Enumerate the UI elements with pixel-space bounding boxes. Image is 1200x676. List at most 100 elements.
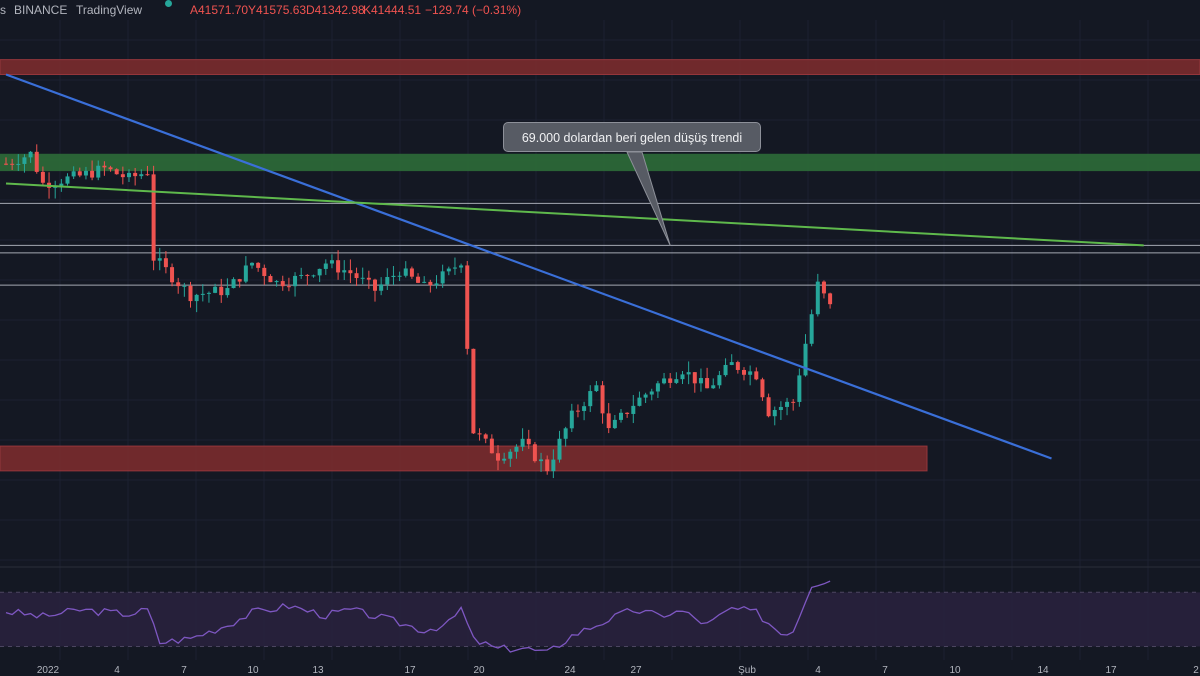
candle-body xyxy=(243,265,248,282)
candle-body xyxy=(821,281,826,294)
candle-body xyxy=(336,260,341,273)
x-tick-label: 24 xyxy=(564,665,576,676)
x-tick-label: 14 xyxy=(1037,665,1049,676)
candle-body xyxy=(416,276,421,283)
candle-body xyxy=(299,274,304,276)
candle-body xyxy=(182,285,187,287)
candle-body xyxy=(16,163,21,165)
candle-body xyxy=(754,371,759,380)
candle-body xyxy=(563,428,568,439)
rsi-line xyxy=(5,580,831,653)
candle-body xyxy=(452,267,457,269)
candle-body xyxy=(354,273,359,279)
candle-body xyxy=(194,294,199,302)
chart-header: s BINANCE TradingView A41571.70 Y41575.6… xyxy=(0,0,1200,20)
candle-body xyxy=(557,438,562,460)
candle-body xyxy=(360,277,365,279)
candle-body xyxy=(268,276,273,283)
candle-body xyxy=(539,459,544,462)
live-status-dot-icon xyxy=(165,0,172,7)
candle-body xyxy=(403,268,408,276)
candle-body xyxy=(606,413,611,429)
candle-body xyxy=(422,281,427,283)
candle-body xyxy=(170,267,175,283)
candle-body xyxy=(206,292,211,294)
candle-body xyxy=(65,176,70,184)
candle-body xyxy=(625,412,630,414)
candle-body xyxy=(760,379,765,398)
candle-body xyxy=(77,171,82,176)
candle-body xyxy=(594,385,599,392)
candle-body xyxy=(655,383,660,392)
candle-body xyxy=(385,277,390,285)
candle-body xyxy=(96,165,101,178)
candle-body xyxy=(90,170,95,178)
candle-body xyxy=(145,174,150,176)
candle-body xyxy=(692,372,697,384)
candle-body xyxy=(748,371,753,375)
candle-body xyxy=(237,279,242,282)
candle-body xyxy=(102,165,107,168)
x-tick-label: 17 xyxy=(1105,665,1117,676)
candle-body xyxy=(83,170,88,176)
candle-body xyxy=(723,364,728,376)
candle-body xyxy=(551,459,556,472)
candle-body xyxy=(809,314,814,344)
candle-body xyxy=(582,406,587,411)
resistance-zone xyxy=(0,59,1200,75)
candle-body xyxy=(459,265,464,268)
downtrend-line xyxy=(5,73,1052,460)
x-tick-label: 27 xyxy=(630,665,642,676)
trend-annotation-label[interactable]: 69.000 dolardan beri gelen düşüş trendi xyxy=(503,122,761,152)
candle-body xyxy=(157,258,162,261)
candle-body xyxy=(729,362,734,365)
candle-body xyxy=(133,172,138,177)
candle-body xyxy=(225,288,230,296)
ohlc-close: K41444.51 xyxy=(363,3,422,17)
candle-body xyxy=(108,167,113,170)
candle-body xyxy=(366,277,371,280)
ohlc-change: −129.74 (−0.31%) xyxy=(425,3,522,17)
candle-body xyxy=(373,279,377,291)
x-tick-label: 17 xyxy=(404,665,416,676)
candle-body xyxy=(612,419,617,429)
rsi-band xyxy=(0,592,1200,647)
ohlc-open: A41571.70 xyxy=(190,3,249,17)
candle-body xyxy=(231,279,236,289)
candle-body xyxy=(496,453,500,461)
candle-body xyxy=(674,379,679,383)
candle-body xyxy=(280,281,285,287)
candle-body xyxy=(397,275,402,277)
candle-body xyxy=(114,169,119,175)
candle-body xyxy=(483,434,488,439)
candle-body xyxy=(680,374,685,380)
candle-body xyxy=(250,262,254,266)
candle-body xyxy=(545,459,550,472)
candle-body xyxy=(286,286,291,288)
candle-body xyxy=(176,282,181,287)
x-tick-label: Şub xyxy=(738,665,756,676)
candle-body xyxy=(717,375,722,386)
candle-body xyxy=(465,265,470,349)
candle-body xyxy=(772,410,777,417)
x-tick-label: 10 xyxy=(949,665,961,676)
candle-body xyxy=(526,438,531,445)
candle-body xyxy=(40,171,45,183)
x-tick-label: 2 xyxy=(1193,665,1199,676)
x-tick-label: 7 xyxy=(181,665,187,676)
x-tick-label: 13 xyxy=(312,665,324,676)
candle-body xyxy=(502,458,507,461)
candle-body xyxy=(329,260,334,264)
candle-body xyxy=(348,270,353,274)
candle-body xyxy=(305,274,310,276)
candle-body xyxy=(342,270,347,273)
candle-body xyxy=(569,410,574,429)
candle-body xyxy=(803,343,808,376)
candle-body xyxy=(188,285,193,302)
support-zone xyxy=(0,445,928,472)
candle-body xyxy=(256,262,261,268)
candle-body xyxy=(317,268,322,276)
x-tick-label: 20 xyxy=(473,665,485,676)
candle-body xyxy=(575,410,580,412)
